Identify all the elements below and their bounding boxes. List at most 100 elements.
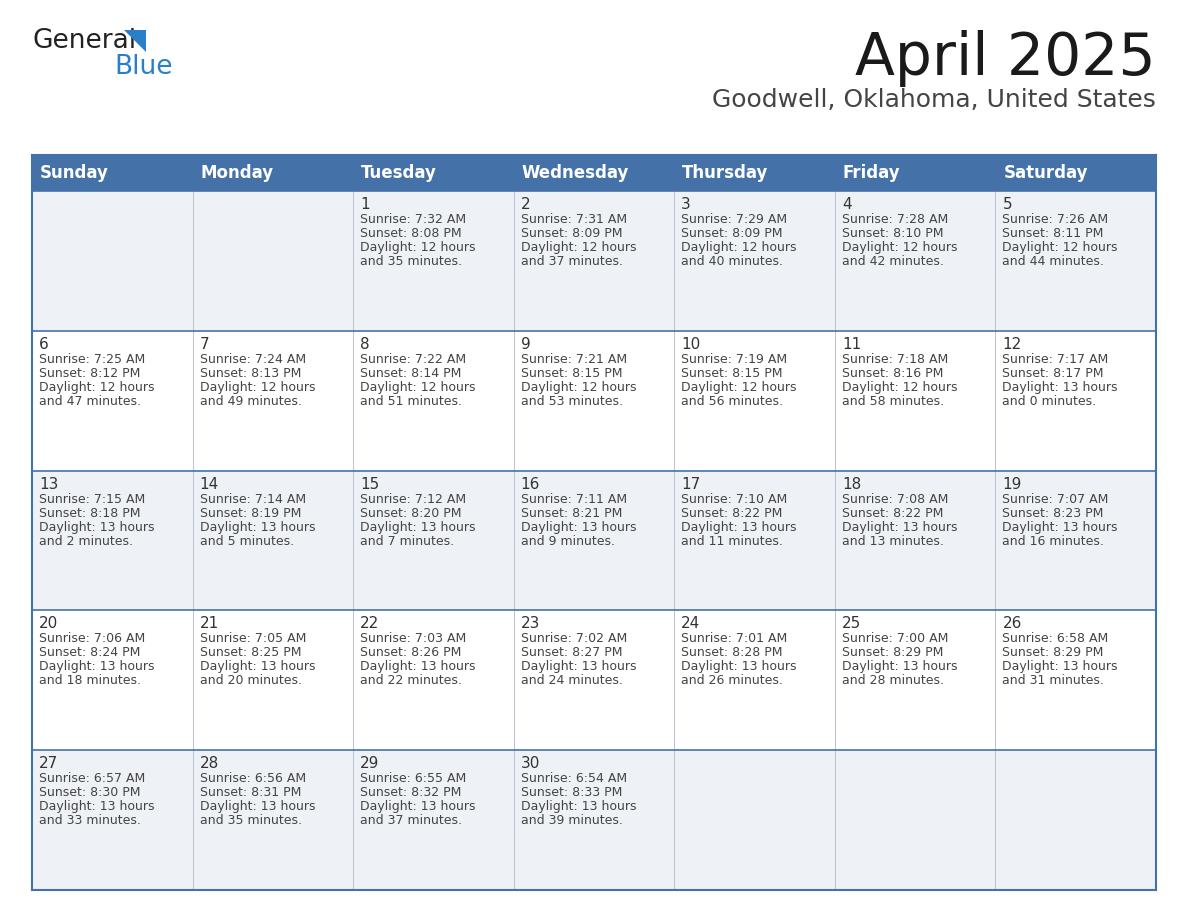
Text: 18: 18 bbox=[842, 476, 861, 492]
Text: Sunset: 8:13 PM: Sunset: 8:13 PM bbox=[200, 367, 301, 380]
Text: Sunrise: 7:21 AM: Sunrise: 7:21 AM bbox=[520, 353, 627, 365]
Bar bbox=[32, 471, 192, 610]
Text: Sunday: Sunday bbox=[40, 164, 109, 182]
Text: Daylight: 12 hours: Daylight: 12 hours bbox=[1003, 241, 1118, 254]
Text: Sunset: 8:17 PM: Sunset: 8:17 PM bbox=[1003, 367, 1104, 380]
Text: 3: 3 bbox=[681, 197, 691, 212]
Text: 4: 4 bbox=[842, 197, 852, 212]
Bar bbox=[192, 191, 353, 330]
Text: Sunrise: 7:26 AM: Sunrise: 7:26 AM bbox=[1003, 213, 1108, 226]
Text: Sunrise: 6:54 AM: Sunrise: 6:54 AM bbox=[520, 772, 627, 785]
Text: Daylight: 12 hours: Daylight: 12 hours bbox=[360, 241, 475, 254]
Text: Sunset: 8:23 PM: Sunset: 8:23 PM bbox=[1003, 507, 1104, 520]
Text: Sunrise: 7:17 AM: Sunrise: 7:17 AM bbox=[1003, 353, 1108, 365]
Text: and 16 minutes.: and 16 minutes. bbox=[1003, 534, 1105, 548]
Text: Sunrise: 7:22 AM: Sunrise: 7:22 AM bbox=[360, 353, 466, 365]
Bar bbox=[513, 330, 675, 471]
Bar bbox=[32, 330, 192, 471]
Text: Sunrise: 7:10 AM: Sunrise: 7:10 AM bbox=[681, 493, 788, 506]
Text: Thursday: Thursday bbox=[682, 164, 769, 182]
Text: Sunrise: 7:19 AM: Sunrise: 7:19 AM bbox=[681, 353, 788, 365]
Text: and 31 minutes.: and 31 minutes. bbox=[1003, 675, 1105, 688]
Text: Sunrise: 7:12 AM: Sunrise: 7:12 AM bbox=[360, 493, 466, 506]
Text: and 18 minutes.: and 18 minutes. bbox=[39, 675, 141, 688]
Text: Sunrise: 7:05 AM: Sunrise: 7:05 AM bbox=[200, 633, 307, 645]
Text: 11: 11 bbox=[842, 337, 861, 352]
Bar bbox=[353, 330, 513, 471]
Text: Daylight: 13 hours: Daylight: 13 hours bbox=[200, 800, 315, 813]
Bar bbox=[192, 471, 353, 610]
Bar bbox=[996, 191, 1156, 330]
Text: Sunrise: 6:57 AM: Sunrise: 6:57 AM bbox=[39, 772, 145, 785]
Text: Daylight: 12 hours: Daylight: 12 hours bbox=[842, 241, 958, 254]
Text: Daylight: 13 hours: Daylight: 13 hours bbox=[200, 521, 315, 533]
Bar bbox=[835, 471, 996, 610]
Text: Sunset: 8:08 PM: Sunset: 8:08 PM bbox=[360, 227, 462, 240]
Text: and 58 minutes.: and 58 minutes. bbox=[842, 395, 944, 408]
Text: 25: 25 bbox=[842, 616, 861, 632]
Text: and 37 minutes.: and 37 minutes. bbox=[520, 255, 623, 268]
Text: Daylight: 13 hours: Daylight: 13 hours bbox=[39, 800, 154, 813]
Text: 6: 6 bbox=[39, 337, 49, 352]
Text: Sunset: 8:33 PM: Sunset: 8:33 PM bbox=[520, 786, 623, 800]
Text: and 28 minutes.: and 28 minutes. bbox=[842, 675, 943, 688]
Bar bbox=[353, 471, 513, 610]
Text: 27: 27 bbox=[39, 756, 58, 771]
Text: Daylight: 12 hours: Daylight: 12 hours bbox=[200, 381, 315, 394]
Text: Daylight: 13 hours: Daylight: 13 hours bbox=[520, 521, 637, 533]
Text: Sunset: 8:15 PM: Sunset: 8:15 PM bbox=[520, 367, 623, 380]
Text: Sunset: 8:19 PM: Sunset: 8:19 PM bbox=[200, 507, 301, 520]
Bar bbox=[513, 471, 675, 610]
Bar bbox=[353, 750, 513, 890]
Text: and 49 minutes.: and 49 minutes. bbox=[200, 395, 302, 408]
Text: 28: 28 bbox=[200, 756, 219, 771]
Text: Sunset: 8:09 PM: Sunset: 8:09 PM bbox=[520, 227, 623, 240]
Text: 5: 5 bbox=[1003, 197, 1012, 212]
Text: Goodwell, Oklahoma, United States: Goodwell, Oklahoma, United States bbox=[712, 88, 1156, 112]
Text: Sunrise: 7:28 AM: Sunrise: 7:28 AM bbox=[842, 213, 948, 226]
Text: 16: 16 bbox=[520, 476, 541, 492]
Text: Sunset: 8:29 PM: Sunset: 8:29 PM bbox=[1003, 646, 1104, 659]
Text: Daylight: 13 hours: Daylight: 13 hours bbox=[1003, 660, 1118, 674]
Bar bbox=[996, 750, 1156, 890]
Bar bbox=[32, 610, 192, 750]
Text: Sunset: 8:12 PM: Sunset: 8:12 PM bbox=[39, 367, 140, 380]
Text: 24: 24 bbox=[681, 616, 701, 632]
Text: 26: 26 bbox=[1003, 616, 1022, 632]
Text: Sunrise: 7:02 AM: Sunrise: 7:02 AM bbox=[520, 633, 627, 645]
Text: Sunrise: 7:25 AM: Sunrise: 7:25 AM bbox=[39, 353, 145, 365]
Bar bbox=[353, 610, 513, 750]
Bar bbox=[835, 610, 996, 750]
Bar bbox=[675, 471, 835, 610]
Text: Sunset: 8:21 PM: Sunset: 8:21 PM bbox=[520, 507, 623, 520]
Text: Sunrise: 7:11 AM: Sunrise: 7:11 AM bbox=[520, 493, 627, 506]
Text: 21: 21 bbox=[200, 616, 219, 632]
Text: 10: 10 bbox=[681, 337, 701, 352]
Text: 23: 23 bbox=[520, 616, 541, 632]
Text: Sunset: 8:10 PM: Sunset: 8:10 PM bbox=[842, 227, 943, 240]
Bar bbox=[32, 155, 1156, 191]
Bar bbox=[513, 191, 675, 330]
Text: and 7 minutes.: and 7 minutes. bbox=[360, 534, 454, 548]
Text: and 51 minutes.: and 51 minutes. bbox=[360, 395, 462, 408]
Text: Sunset: 8:30 PM: Sunset: 8:30 PM bbox=[39, 786, 140, 800]
Text: and 11 minutes.: and 11 minutes. bbox=[681, 534, 783, 548]
Text: Sunrise: 7:07 AM: Sunrise: 7:07 AM bbox=[1003, 493, 1108, 506]
Text: Sunrise: 7:31 AM: Sunrise: 7:31 AM bbox=[520, 213, 627, 226]
Bar bbox=[996, 330, 1156, 471]
Text: Sunrise: 7:32 AM: Sunrise: 7:32 AM bbox=[360, 213, 466, 226]
Text: Sunrise: 7:14 AM: Sunrise: 7:14 AM bbox=[200, 493, 305, 506]
Text: Sunset: 8:31 PM: Sunset: 8:31 PM bbox=[200, 786, 301, 800]
Text: Sunset: 8:25 PM: Sunset: 8:25 PM bbox=[200, 646, 301, 659]
Text: Sunset: 8:14 PM: Sunset: 8:14 PM bbox=[360, 367, 461, 380]
Text: Daylight: 12 hours: Daylight: 12 hours bbox=[681, 381, 797, 394]
Text: and 37 minutes.: and 37 minutes. bbox=[360, 814, 462, 827]
Text: 2: 2 bbox=[520, 197, 530, 212]
Text: Sunrise: 6:58 AM: Sunrise: 6:58 AM bbox=[1003, 633, 1108, 645]
Text: and 26 minutes.: and 26 minutes. bbox=[681, 675, 783, 688]
Bar bbox=[513, 750, 675, 890]
Text: Daylight: 13 hours: Daylight: 13 hours bbox=[1003, 381, 1118, 394]
Polygon shape bbox=[124, 30, 146, 52]
Text: Sunrise: 7:01 AM: Sunrise: 7:01 AM bbox=[681, 633, 788, 645]
Bar bbox=[835, 750, 996, 890]
